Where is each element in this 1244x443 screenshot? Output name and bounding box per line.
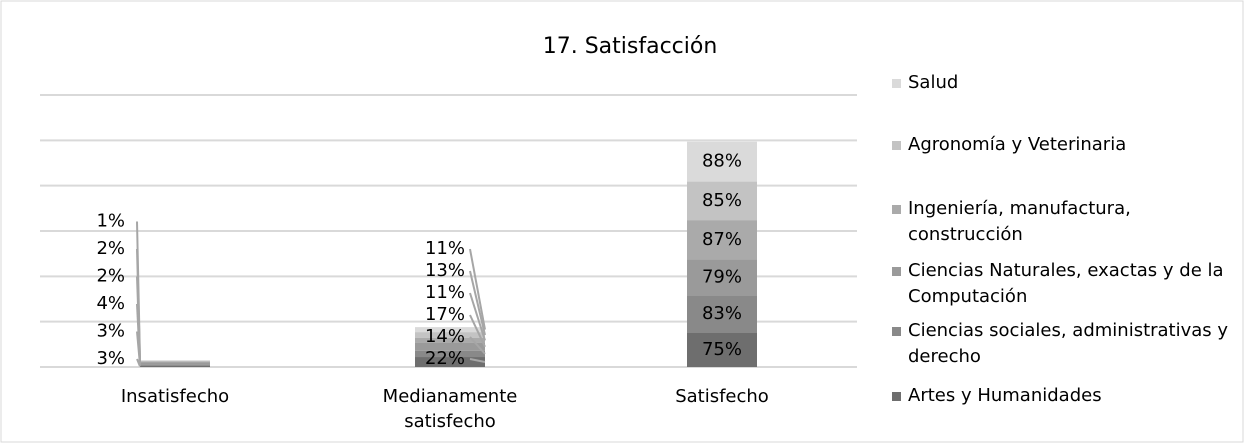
legend-label: Artes y Humanidades bbox=[908, 385, 1102, 406]
legend-item: Agronomía y Veterinaria bbox=[892, 132, 1244, 158]
data-label: 2% bbox=[96, 238, 125, 259]
bar-segment bbox=[415, 332, 485, 338]
x-tick-label: Insatisfecho bbox=[121, 386, 229, 407]
data-label: 13% bbox=[425, 260, 465, 281]
legend-label: Ciencias Naturales, exactas y de la Comp… bbox=[908, 260, 1224, 307]
bar-segment bbox=[687, 259, 757, 296]
data-label: 75% bbox=[702, 339, 742, 360]
data-label: 1% bbox=[96, 211, 125, 232]
bar-segment bbox=[687, 220, 757, 260]
bar-segment bbox=[687, 295, 757, 333]
leader-line bbox=[136, 358, 141, 367]
data-label: 3% bbox=[96, 321, 125, 342]
legend-swatch bbox=[892, 267, 901, 276]
bar-segment bbox=[140, 360, 210, 362]
leader-line bbox=[469, 248, 486, 330]
data-label: 11% bbox=[425, 238, 465, 259]
legend-swatch bbox=[892, 141, 901, 150]
legend-label: Salud bbox=[908, 72, 959, 93]
x-tick-label: Satisfecho bbox=[675, 386, 769, 407]
legend-item: Ciencias Naturales, exactas y de la Comp… bbox=[892, 258, 1244, 310]
data-label: 22% bbox=[425, 348, 465, 369]
legend-swatch bbox=[892, 327, 901, 336]
data-label: 83% bbox=[702, 303, 742, 324]
data-label: 3% bbox=[96, 348, 125, 369]
bar-segment bbox=[415, 350, 485, 358]
data-label: 14% bbox=[425, 326, 465, 347]
legend-item: Salud bbox=[892, 70, 1244, 96]
legend-swatch bbox=[892, 392, 901, 401]
leader-line bbox=[469, 270, 486, 336]
leader-line bbox=[136, 221, 141, 361]
bar-segment bbox=[687, 333, 757, 367]
legend-swatch bbox=[892, 79, 901, 88]
data-label: 11% bbox=[425, 282, 465, 303]
data-label: 79% bbox=[702, 266, 742, 287]
x-axis-labels: Insatisfecho Medianamente satisfecho Satisf… bbox=[121, 386, 769, 432]
bar-segment bbox=[140, 365, 210, 367]
data-label: 87% bbox=[702, 229, 742, 250]
leader-line bbox=[469, 358, 486, 363]
legend-swatch bbox=[892, 205, 901, 214]
bar-segment bbox=[140, 361, 210, 363]
data-label: 4% bbox=[96, 293, 125, 314]
x-tick-label: Medianamente satisfecho bbox=[383, 386, 518, 432]
bar-segment bbox=[415, 357, 485, 367]
legend-label: Ingeniería, manufactura, construcción bbox=[908, 198, 1131, 245]
leader-line bbox=[469, 314, 486, 348]
bar-segment bbox=[415, 342, 485, 351]
data-label: 85% bbox=[702, 190, 742, 211]
bar-segment bbox=[140, 364, 210, 366]
legend-item: Ingeniería, manufactura, construcción bbox=[892, 196, 1244, 248]
bar-segment bbox=[140, 362, 210, 365]
bar-segment bbox=[687, 181, 757, 221]
bar-segment bbox=[415, 327, 485, 333]
bar-segment bbox=[415, 337, 485, 343]
bar-segment bbox=[687, 141, 757, 182]
data-label: 88% bbox=[702, 151, 742, 172]
data-label: 2% bbox=[96, 266, 125, 287]
legend-item: Ciencias sociales, administrativas y der… bbox=[892, 318, 1244, 370]
data-label: 17% bbox=[425, 304, 465, 325]
legend-item: Artes y Humanidades bbox=[892, 383, 1244, 409]
chart-title: 17. Satisfacción bbox=[543, 34, 718, 59]
leader-line bbox=[469, 336, 486, 355]
legend-label: Agronomía y Veterinaria bbox=[908, 134, 1127, 155]
legend-label: Ciencias sociales, administrativas y der… bbox=[908, 320, 1229, 367]
leader-line bbox=[469, 292, 486, 341]
